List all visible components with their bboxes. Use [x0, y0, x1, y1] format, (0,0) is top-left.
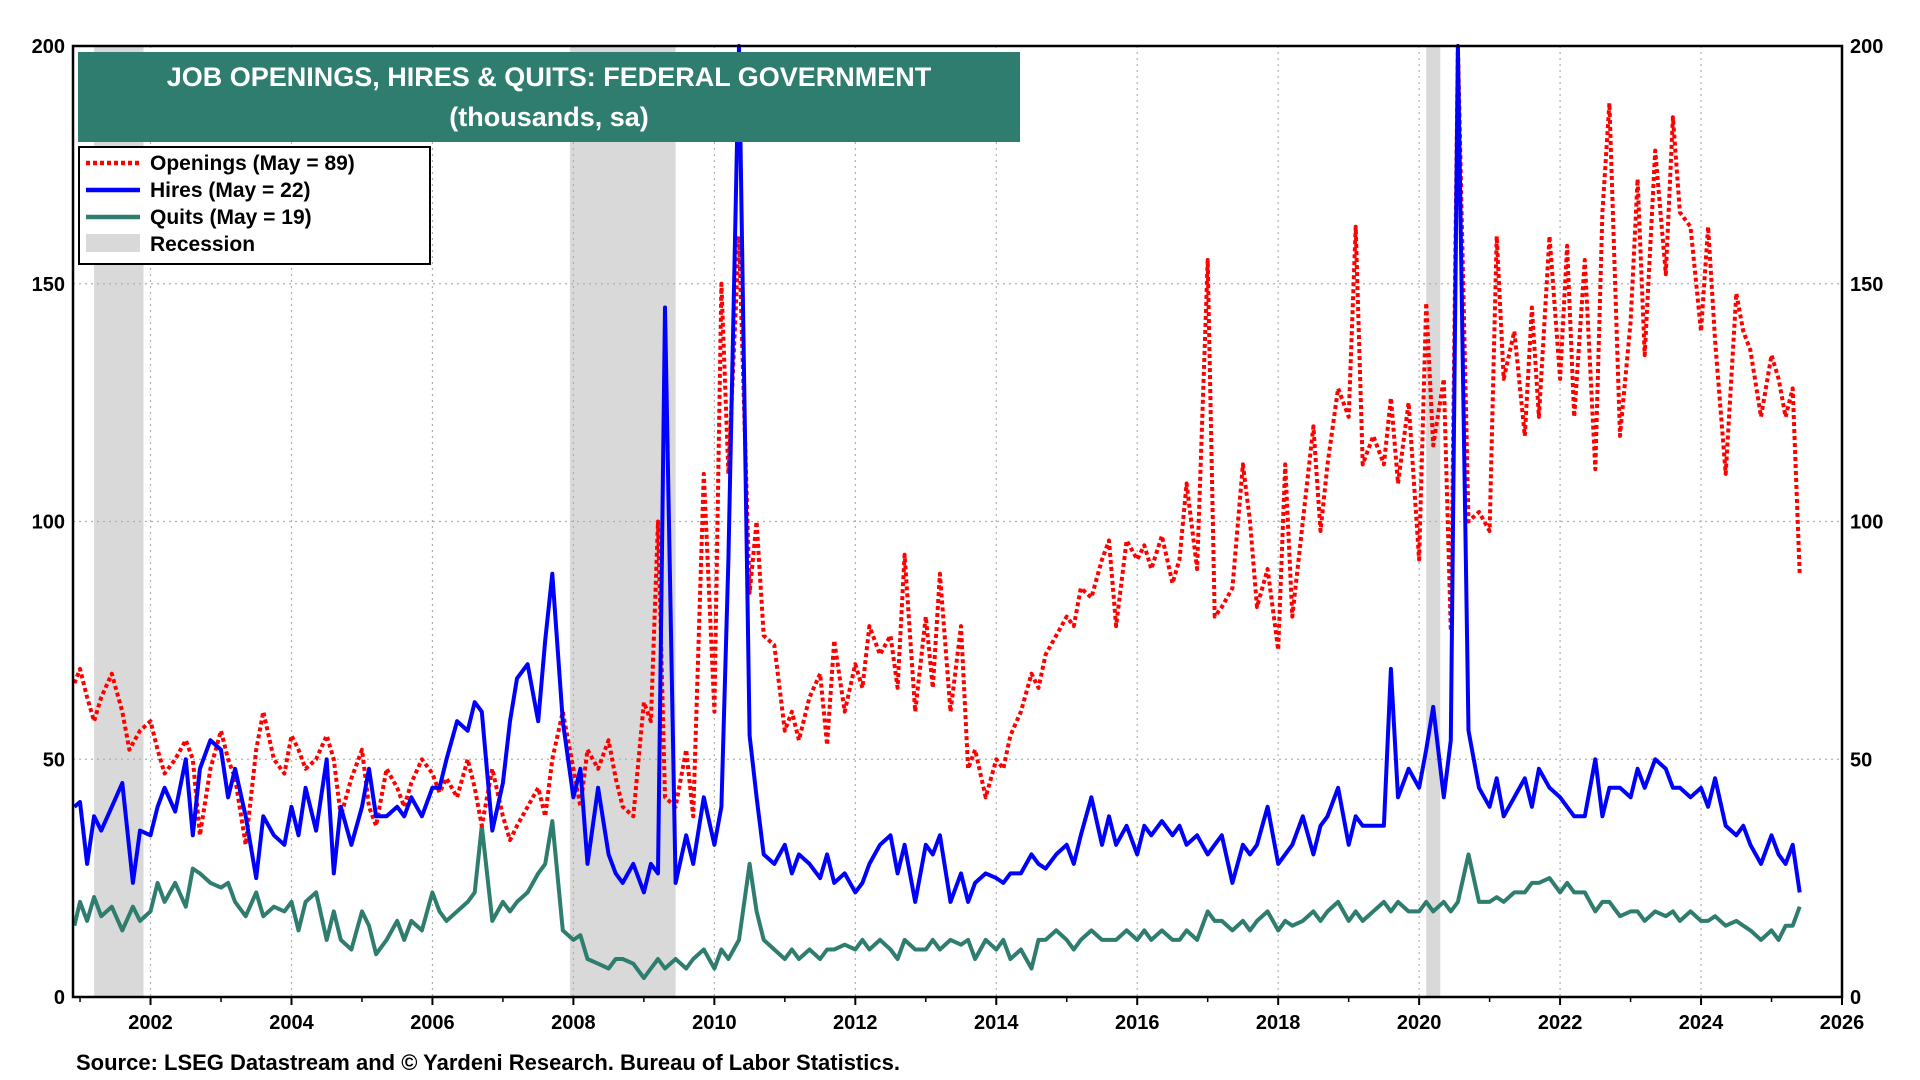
series-openings-group — [72, 44, 1802, 847]
x-tick-label: 2006 — [410, 1012, 455, 1034]
y-tick-label-right: 200 — [1850, 36, 1883, 58]
x-tick-label: 2026 — [1820, 1012, 1865, 1034]
series-hires-group — [73, 44, 1802, 904]
x-tick-label: 2020 — [1397, 1012, 1442, 1034]
x-tick-label: 2002 — [128, 1012, 173, 1034]
legend-openings: Openings (May = 89) — [150, 152, 355, 175]
y-axis-right-ticks: 0 50 100 150 200 — [1850, 36, 1883, 1009]
series-quits-group — [72, 819, 1802, 980]
y-tick-label-left: 0 — [54, 987, 65, 1009]
x-tick-label: 2010 — [692, 1012, 737, 1034]
y-tick-label-left: 50 — [43, 749, 65, 771]
x-axis-ticks: 2002 2004 2006 2008 2010 2012 2014 2016 2018 2020… — [79, 997, 1865, 1034]
y-tick-label-right: 100 — [1850, 512, 1883, 534]
series-quits-line — [72, 819, 1802, 980]
chart-title: JOB OPENINGS, HIRES & QUITS: FEDERAL GOV… — [167, 62, 932, 92]
x-tick-label: 2014 — [974, 1012, 1019, 1034]
x-tick-label: 2018 — [1256, 1012, 1301, 1034]
legend: Openings (May = 89) Hires (May = 22) Qui… — [78, 146, 431, 265]
series-openings-line — [72, 44, 1802, 847]
legend-quits: Quits (May = 19) — [150, 206, 312, 229]
y-tick-label-left: 100 — [32, 512, 65, 534]
y-tick-label-right: 0 — [1850, 987, 1861, 1009]
y-axis-left-ticks: 0 50 100 150 200 — [32, 36, 65, 1009]
legend-recession: Recession — [150, 233, 255, 256]
y-tick-label-right: 150 — [1850, 274, 1883, 296]
x-tick-label: 2024 — [1679, 1012, 1724, 1034]
legend-hires: Hires (May = 22) — [150, 179, 311, 202]
recession-band-2 — [1426, 46, 1441, 997]
x-tick-label: 2012 — [833, 1012, 878, 1034]
title-box: JOB OPENINGS, HIRES & QUITS: FEDERAL GOV… — [78, 52, 1020, 142]
x-tick-label: 2008 — [551, 1012, 596, 1034]
series-hires-line — [73, 44, 1802, 904]
y-tick-label-right: 50 — [1850, 749, 1872, 771]
y-tick-label-left: 200 — [32, 36, 65, 58]
x-tick-label: 2022 — [1538, 1012, 1583, 1034]
x-tick-label: 2004 — [269, 1012, 314, 1034]
chart-subtitle: (thousands, sa) — [449, 102, 649, 132]
source-note: Source: LSEG Datastream and © Yardeni Re… — [76, 1050, 900, 1075]
plot-frame — [71, 44, 1844, 999]
x-tick-label: 2016 — [1115, 1012, 1160, 1034]
y-tick-label-left: 150 — [32, 274, 65, 296]
